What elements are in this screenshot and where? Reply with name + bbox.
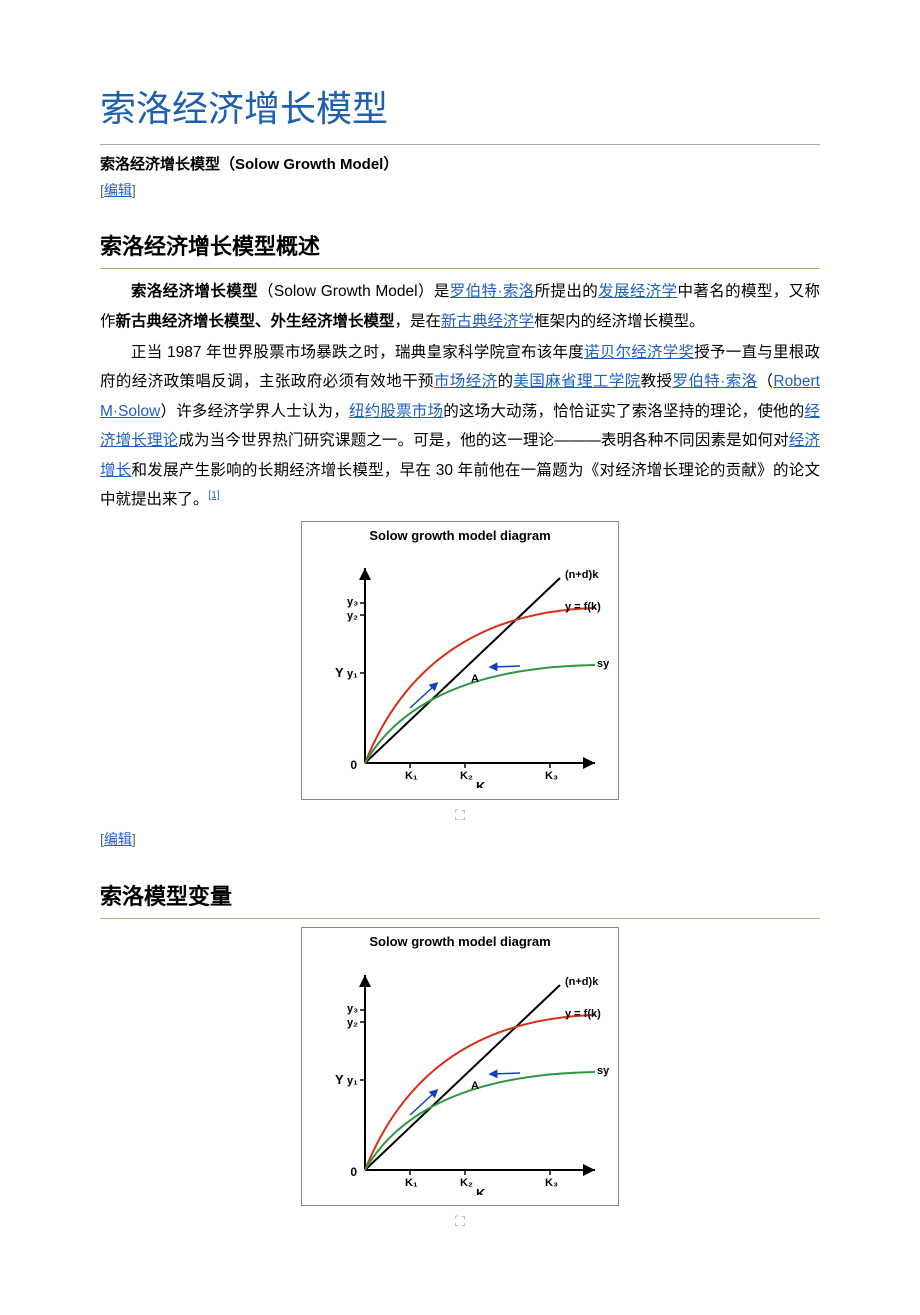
svg-text:sy: sy [597,658,610,670]
footnote-1[interactable]: [1] [209,490,220,501]
link-neoclassical[interactable]: 新古典经济学 [441,313,534,330]
svg-text:A: A [471,673,479,685]
link-nobel[interactable]: 诺贝尔经济学奖 [584,344,694,361]
svg-text:y₃: y₃ [347,1003,358,1015]
diagram-title-1: Solow growth model diagram [310,526,610,547]
svg-text:K: K [476,1186,486,1195]
svg-text:y₂: y₂ [347,1017,358,1029]
diagram-title-2: Solow growth model diagram [310,932,610,953]
svg-text:y₁: y₁ [347,668,358,680]
link-mit[interactable]: 美国麻省理工学院 [513,373,640,390]
solow-diagram-1: Solow growth model diagram A 0 Yy₁ y₂ y₃ K₁ K₂… [100,521,820,800]
svg-text:(n+d)k: (n+d)k [565,569,599,581]
svg-text:(n+d)k: (n+d)k [565,976,599,988]
link-robert-solow-2[interactable]: 罗伯特·索洛 [672,373,757,390]
link-market-economy[interactable]: 市场经济 [434,373,498,390]
svg-text:Y: Y [335,665,344,680]
section2-heading: 索洛模型变量 [100,879,820,919]
edit-link-anchor-2[interactable]: 编辑 [104,831,132,847]
page-title: 索洛经济增长模型 [100,80,820,145]
svg-text:y = f(k): y = f(k) [565,1008,601,1020]
svg-text:sy: sy [597,1065,610,1077]
svg-text:K₁: K₁ [405,770,418,782]
svg-text:K₂: K₂ [460,1177,473,1189]
edit-link-anchor[interactable]: 编辑 [104,182,132,198]
solow-diagram-svg-2: A 0 Yy₁ y₂ y₃ K₁ K₂ K₃ K (n+d)k y = f(k) sy [310,955,610,1195]
svg-text:0: 0 [350,1165,357,1179]
solow-diagram-svg-1: A 0 Yy₁ y₂ y₃ K₁ K₂ K₃ K (n+d)k y = f(k) sy [310,548,610,788]
link-nyse[interactable]: 纽约股票市场 [349,403,443,420]
expand-icon-2[interactable]: ⛶ [100,1210,820,1232]
svg-text:K₃: K₃ [545,770,558,782]
svg-text:y₁: y₁ [347,1075,358,1087]
svg-text:Y: Y [335,1072,344,1087]
section1-para1: 索洛经济增长模型（Solow Growth Model）是罗伯特·索洛所提出的发… [100,277,820,336]
svg-text:y = f(k): y = f(k) [565,601,601,613]
svg-text:K: K [476,779,486,788]
solow-diagram-2: Solow growth model diagram A 0 Yy₁ y₂ y₃ K₁ K₂… [100,927,820,1206]
svg-text:y₃: y₃ [347,596,358,608]
svg-text:0: 0 [350,758,357,772]
svg-text:K₁: K₁ [405,1177,418,1189]
svg-text:K₂: K₂ [460,770,473,782]
expand-icon-1[interactable]: ⛶ [100,804,820,826]
section1-para2: 正当 1987 年世界股票市场暴跌之时，瑞典皇家科学院宣布该年度诺贝尔经济学奖授… [100,338,820,515]
svg-text:K₃: K₃ [545,1177,558,1189]
edit-link-2: [编辑] [100,828,820,850]
svg-text:y₂: y₂ [347,610,358,622]
svg-text:A: A [471,1080,479,1092]
p1-bold2: 新古典经济增长模型、外生经济增长模型 [116,313,395,330]
edit-link-1: [编辑] [100,179,820,201]
link-robert-solow[interactable]: 罗伯特·索洛 [450,283,535,300]
subtitle: 索洛经济增长模型（Solow Growth Model） [100,153,820,177]
p1-bold: 索洛经济增长模型 [131,283,258,300]
section1-heading: 索洛经济增长模型概述 [100,229,820,269]
link-development-economics[interactable]: 发展经济学 [598,283,677,300]
